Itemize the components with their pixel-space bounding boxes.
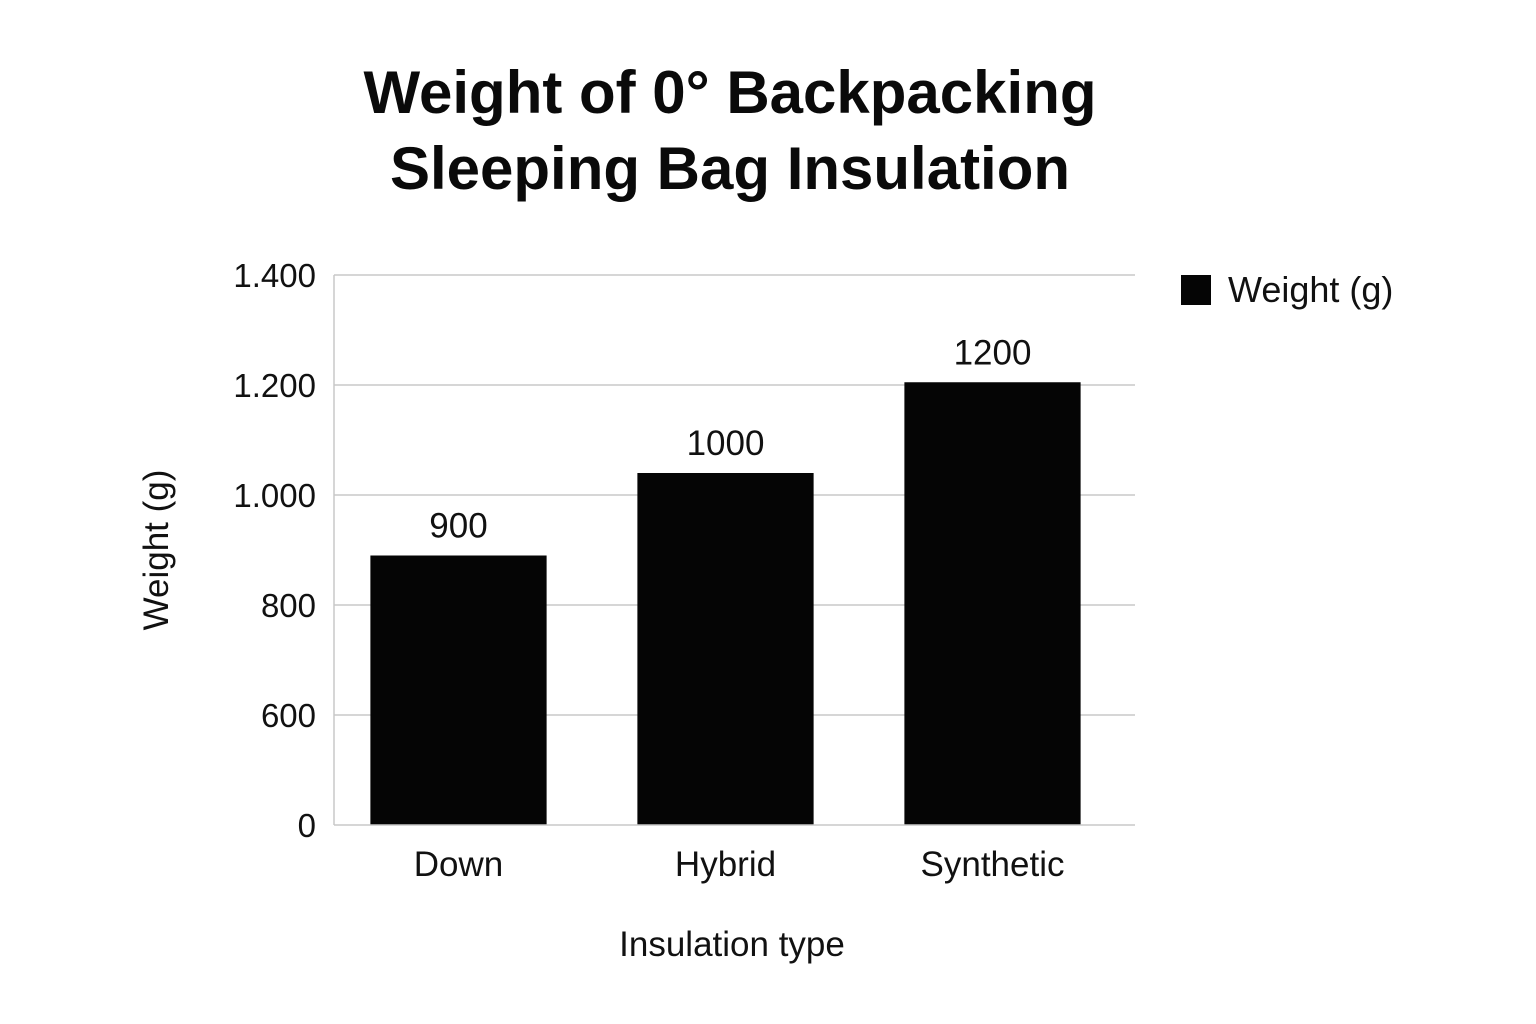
y-tick-label: 800 bbox=[261, 587, 316, 624]
bar-hybrid bbox=[637, 473, 814, 825]
bar-value-label: 900 bbox=[429, 507, 487, 546]
y-tick-label: 0 bbox=[298, 807, 316, 844]
legend: Weight (g) bbox=[1181, 269, 1393, 310]
chart-title-line-2: Sleeping Bag Insulation bbox=[389, 135, 1071, 202]
y-tick-label: 1.400 bbox=[233, 257, 316, 294]
x-category-label: Hybrid bbox=[675, 845, 776, 884]
chart-title: Weight of 0° Backpacking Sleeping Bag In… bbox=[230, 55, 1230, 207]
chart-title-line-1: Weight of 0° Backpacking bbox=[363, 59, 1097, 126]
y-tick-label: 1.000 bbox=[233, 477, 316, 514]
y-tick-label: 600 bbox=[261, 697, 316, 734]
bar-value-label: 1000 bbox=[687, 424, 765, 463]
bar-value-label: 1200 bbox=[954, 333, 1032, 372]
legend-label: Weight (g) bbox=[1228, 269, 1393, 310]
x-axis-label: Insulation type bbox=[619, 925, 845, 964]
bar-down bbox=[370, 555, 547, 825]
data-labels: 900 1000 1200 bbox=[429, 333, 1031, 545]
legend-swatch bbox=[1181, 275, 1211, 305]
bars bbox=[370, 382, 1081, 825]
y-axis-label: Weight (g) bbox=[137, 470, 176, 631]
x-category-label: Synthetic bbox=[921, 845, 1065, 884]
y-tick-label: 1.200 bbox=[233, 367, 316, 404]
bar-synthetic bbox=[904, 382, 1081, 825]
x-category-label: Down bbox=[414, 845, 503, 884]
y-axis-ticks: 0 600 800 1.000 1.200 1.400 bbox=[233, 257, 316, 844]
x-axis-categories: Down Hybrid Synthetic bbox=[414, 845, 1065, 884]
